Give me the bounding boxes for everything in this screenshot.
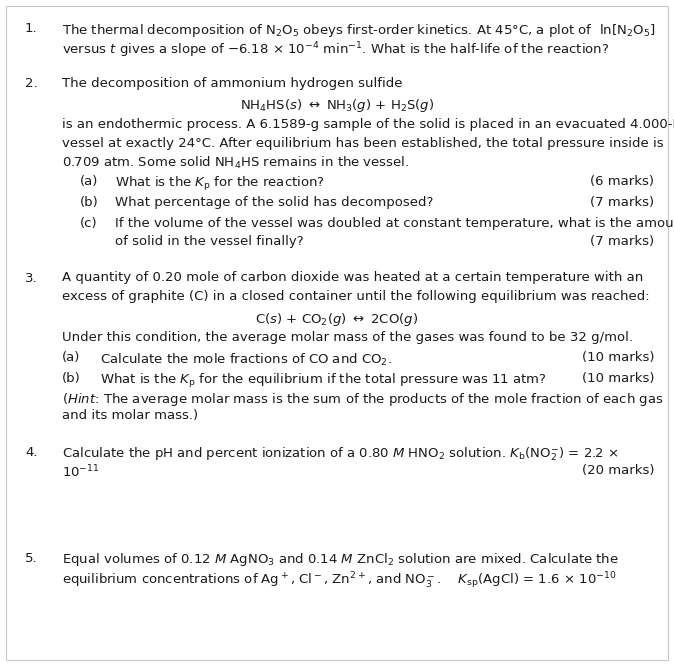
Text: (b): (b) [80, 196, 99, 209]
Text: Calculate the pH and percent ionization of a 0.80 $M$ HNO$_2$ solution. $K_\math: Calculate the pH and percent ionization … [62, 446, 619, 463]
Text: A quantity of 0.20 mole of carbon dioxide was heated at a certain temperature wi: A quantity of 0.20 mole of carbon dioxid… [62, 272, 643, 284]
Text: (7 marks): (7 marks) [590, 235, 654, 248]
Text: (c): (c) [80, 216, 98, 230]
Text: Under this condition, the average molar mass of the gases was found to be 32 g/m: Under this condition, the average molar … [62, 331, 633, 344]
Text: (a): (a) [80, 176, 98, 188]
Text: versus $t$ gives a slope of $-$6.18 × 10$^{-4}$ min$^{-1}$. What is the half-lif: versus $t$ gives a slope of $-$6.18 × 10… [62, 41, 609, 60]
Text: 0.709 atm. Some solid NH$_4$HS remains in the vessel.: 0.709 atm. Some solid NH$_4$HS remains i… [62, 155, 409, 171]
Text: If the volume of the vessel was doubled at constant temperature, what is the amo: If the volume of the vessel was doubled … [115, 216, 674, 230]
Text: equilibrium concentrations of Ag$^+$, Cl$^-$, Zn$^{2+}$, and NO$_3^-$.    $K_\ma: equilibrium concentrations of Ag$^+$, Cl… [62, 570, 617, 591]
Text: 1.: 1. [25, 22, 38, 35]
Text: (10 marks): (10 marks) [582, 352, 654, 364]
Text: vessel at exactly 24°C. After equilibrium has been established, the total pressu: vessel at exactly 24°C. After equilibriu… [62, 137, 664, 149]
Text: The thermal decomposition of N$_2$O$_5$ obeys first-order kinetics. At 45°C, a p: The thermal decomposition of N$_2$O$_5$ … [62, 22, 656, 39]
Text: and its molar mass.): and its molar mass.) [62, 409, 198, 422]
Text: 5.: 5. [25, 551, 38, 565]
Text: (7 marks): (7 marks) [590, 196, 654, 209]
Text: What percentage of the solid has decomposed?: What percentage of the solid has decompo… [115, 196, 433, 209]
Text: 4.: 4. [25, 446, 38, 458]
Text: NH$_4$HS($s$) $\leftrightarrow$ NH$_3$($g$) + H$_2$S($g$): NH$_4$HS($s$) $\leftrightarrow$ NH$_3$($… [240, 97, 434, 115]
Text: excess of graphite (C) in a closed container until the following equilibrium was: excess of graphite (C) in a closed conta… [62, 290, 650, 303]
Text: Calculate the mole fractions of CO and CO$_2$.: Calculate the mole fractions of CO and C… [100, 352, 392, 368]
Text: (b): (b) [62, 372, 81, 385]
Text: Equal volumes of 0.12 $M$ AgNO$_3$ and 0.14 $M$ ZnCl$_2$ solution are mixed. Cal: Equal volumes of 0.12 $M$ AgNO$_3$ and 0… [62, 551, 619, 569]
Text: What is the $K_\mathrm{p}$ for the equilibrium if the total pressure was 11 atm?: What is the $K_\mathrm{p}$ for the equil… [100, 372, 547, 390]
Text: (a): (a) [62, 352, 80, 364]
Text: 2.: 2. [25, 77, 38, 90]
Text: What is the $K_\mathrm{p}$ for the reaction?: What is the $K_\mathrm{p}$ for the react… [115, 176, 325, 194]
Text: 10$^{-11}$: 10$^{-11}$ [62, 464, 100, 481]
Text: ($Hint$: The average molar mass is the sum of the products of the mole fraction : ($Hint$: The average molar mass is the s… [62, 390, 663, 408]
Text: C($s$) + CO$_2$($g$) $\leftrightarrow$ 2CO($g$): C($s$) + CO$_2$($g$) $\leftrightarrow$ 2… [255, 310, 419, 328]
Text: is an endothermic process. A 6.1589-g sample of the solid is placed in an evacua: is an endothermic process. A 6.1589-g sa… [62, 118, 674, 131]
Text: 3.: 3. [25, 272, 38, 284]
Text: (6 marks): (6 marks) [590, 176, 654, 188]
Text: of solid in the vessel finally?: of solid in the vessel finally? [115, 235, 303, 248]
Text: (20 marks): (20 marks) [582, 464, 654, 477]
Text: (10 marks): (10 marks) [582, 372, 654, 385]
Text: The decomposition of ammonium hydrogen sulfide: The decomposition of ammonium hydrogen s… [62, 77, 402, 90]
